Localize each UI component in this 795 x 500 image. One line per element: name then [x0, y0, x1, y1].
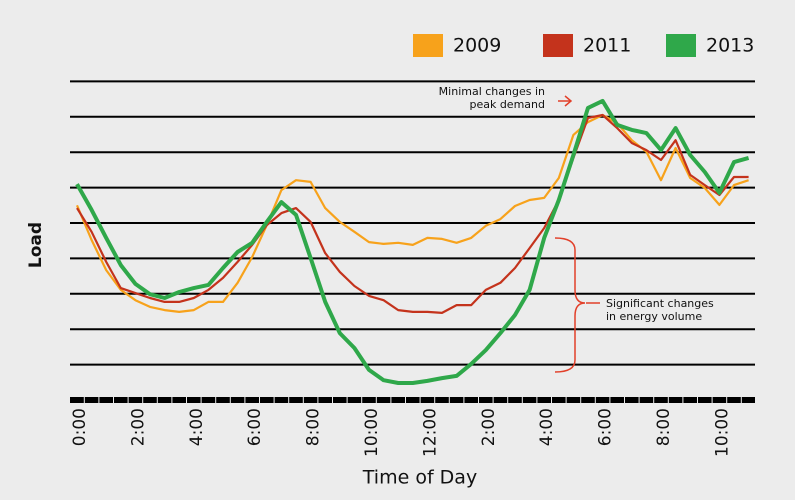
x-tick-label: 6:00: [596, 408, 616, 446]
annotation-bracket: [554, 237, 586, 373]
legend-swatch: [543, 34, 573, 57]
x-tick-label: 10:00: [712, 408, 732, 457]
x-tick-label: 2:00: [128, 408, 148, 446]
annotation: peak demand: [469, 98, 545, 111]
annotation: in energy volume: [606, 310, 702, 323]
x-tick-label: 6:00: [245, 408, 265, 446]
line-series: [75, 98, 750, 385]
y-axis-title: Load: [26, 222, 46, 268]
x-tick-label: 2:00: [479, 408, 499, 446]
annotation: Significant changes: [606, 297, 714, 310]
x-tick-label: 4:00: [187, 408, 207, 446]
x-tick-label: 10:00: [362, 408, 382, 457]
legend-swatch: [413, 34, 443, 57]
x-tick-label: 8:00: [304, 408, 324, 446]
legend-label: 2011: [583, 35, 631, 57]
legend-label: 2013: [706, 35, 754, 57]
legend-swatch: [666, 34, 696, 57]
x-tick-label: 12:00: [420, 408, 440, 457]
line-series: [75, 113, 749, 313]
x-tick-label: 0:00: [70, 408, 90, 446]
legend-label: 2009: [453, 35, 501, 57]
x-axis-title: Time of Day: [362, 467, 477, 489]
x-tick-label: 8:00: [654, 408, 674, 446]
annotation-arrow: [558, 95, 573, 107]
x-tick-label: 4:00: [537, 408, 557, 446]
line-series: [76, 113, 749, 314]
annotation: Minimal changes in: [439, 85, 545, 98]
